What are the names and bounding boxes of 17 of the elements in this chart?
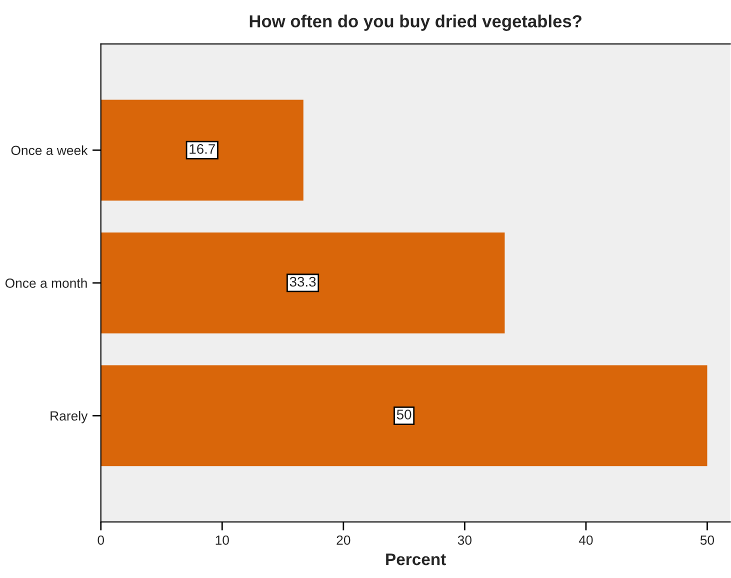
y-tick-label: Rarely — [50, 410, 88, 424]
bar — [100, 232, 505, 334]
chart-title: How often do you buy dried vegetables? — [250, 14, 582, 31]
x-tick-label: 40 — [578, 535, 593, 545]
x-tick-label: 30 — [458, 535, 472, 545]
x-tick-label: 20 — [336, 535, 350, 545]
data-label: 16.7 — [190, 144, 215, 154]
data-label: 50 — [396, 410, 412, 420]
y-tick-label: Once a month — [5, 278, 87, 288]
bar — [100, 100, 304, 201]
x-tick-label: 50 — [700, 535, 714, 545]
x-tick-label: 0 — [98, 535, 104, 545]
x-tick-label: 10 — [216, 535, 229, 545]
data-label: 33.3 — [290, 276, 316, 287]
y-tick-label: Once a week — [11, 145, 88, 156]
x-axis-title: Percent — [386, 554, 446, 566]
bar — [100, 365, 708, 466]
